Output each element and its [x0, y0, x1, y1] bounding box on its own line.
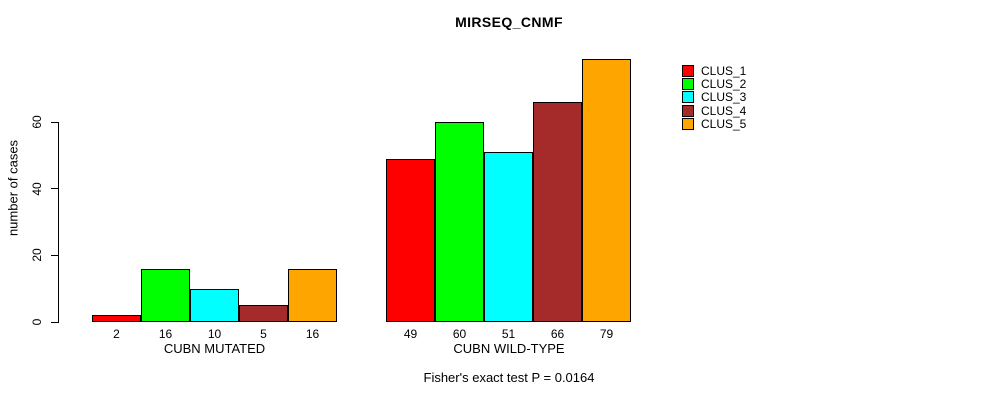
legend-item-clus-2: CLUS_2	[682, 77, 746, 90]
bar-value-label-clus-2-cubn-wild-type: 60	[452, 327, 467, 341]
bar-clus-2-cubn-wild-type	[435, 122, 484, 322]
y-tick-label-60: 60	[30, 115, 44, 129]
bar-clus-1-cubn-mutated	[92, 315, 141, 322]
bar-value-label-clus-2-cubn-mutated: 16	[158, 327, 173, 341]
legend-item-clus-3: CLUS_3	[682, 91, 746, 104]
bar-value-label-clus-5-cubn-mutated: 16	[305, 327, 320, 341]
bar-value-label-clus-4-cubn-mutated: 5	[260, 327, 267, 341]
bar-clus-4-cubn-wild-type	[533, 102, 582, 322]
y-axis-line	[58, 122, 59, 323]
y-axis-title: number of cases	[5, 139, 21, 237]
bar-value-label-clus-1-cubn-mutated: 2	[113, 327, 120, 341]
legend-swatch-clus-2	[682, 77, 694, 90]
y-tick-label-40: 40	[30, 182, 44, 196]
legend-item-clus-1: CLUS_1	[682, 64, 746, 77]
legend-swatch-clus-5	[682, 117, 694, 130]
group-label-cubn-mutated: CUBN MUTATED	[163, 341, 266, 356]
legend-label-clus-4: CLUS_4	[701, 103, 747, 118]
bar-clus-5-cubn-wild-type	[582, 59, 631, 322]
y-tick-20	[51, 254, 58, 256]
bar-value-label-clus-4-cubn-wild-type: 66	[550, 327, 565, 341]
fisher-test-caption: Fisher's exact test P = 0.0164	[423, 370, 595, 385]
legend-swatch-clus-1	[682, 64, 694, 77]
legend-label-clus-1: CLUS_1	[701, 63, 747, 78]
bar-value-label-clus-3-cubn-mutated: 10	[207, 327, 222, 341]
bar-clus-1-cubn-wild-type	[386, 158, 435, 322]
legend-label-clus-5: CLUS_5	[701, 116, 747, 131]
bar-clus-3-cubn-wild-type	[484, 152, 533, 322]
bar-clus-5-cubn-mutated	[288, 268, 337, 322]
legend: CLUS_1 CLUS_2 CLUS_3 CLUS_4 CLUS_5	[682, 64, 746, 130]
legend-label-clus-2: CLUS_2	[701, 76, 747, 91]
y-tick-label-0: 0	[30, 318, 44, 326]
y-tick-label-20: 20	[30, 248, 44, 263]
y-tick-0	[51, 321, 58, 323]
plot-title: MIRSEQ_CNMF	[455, 14, 563, 30]
bar-clus-2-cubn-mutated	[141, 268, 190, 322]
y-tick-40	[51, 188, 58, 190]
legend-item-clus-5: CLUS_5	[682, 117, 746, 130]
legend-item-clus-4: CLUS_4	[682, 104, 746, 117]
legend-swatch-clus-3	[682, 91, 694, 104]
legend-label-clus-3: CLUS_3	[701, 90, 747, 105]
bar-value-label-clus-5-cubn-wild-type: 79	[599, 327, 614, 341]
bar-clus-3-cubn-mutated	[190, 288, 239, 322]
legend-swatch-clus-4	[682, 104, 694, 117]
bar-value-label-clus-3-cubn-wild-type: 51	[501, 327, 516, 341]
y-tick-60	[51, 121, 58, 123]
bar-value-label-clus-1-cubn-wild-type: 49	[403, 327, 418, 341]
bar-clus-4-cubn-mutated	[239, 305, 288, 322]
group-label-cubn-wild-type: CUBN WILD-TYPE	[453, 341, 565, 356]
